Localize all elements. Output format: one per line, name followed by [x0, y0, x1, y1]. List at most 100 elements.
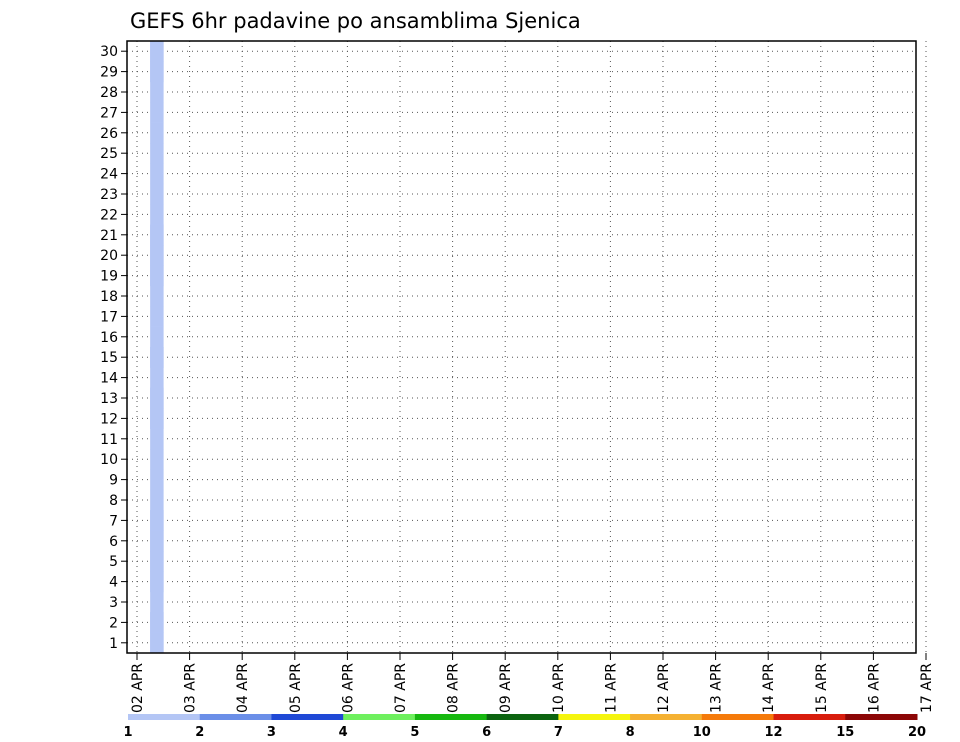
- legend-swatch: [414, 714, 488, 720]
- data-cell: [150, 612, 164, 633]
- y-tick-label: 16: [100, 330, 118, 346]
- x-tick-label: 02 APR: [130, 663, 146, 713]
- legend-label: 12: [764, 725, 782, 740]
- legend-label: 6: [482, 725, 491, 740]
- x-tick-label: 12 APR: [656, 663, 672, 713]
- legend-swatch: [558, 714, 631, 720]
- data-cell: [150, 489, 164, 511]
- data-cell: [150, 326, 164, 348]
- legend-label: 5: [410, 725, 419, 740]
- y-tick-label: 11: [100, 432, 118, 448]
- y-tick-label: 24: [100, 167, 118, 183]
- y-tick-label: 26: [100, 126, 118, 142]
- legend-swatch: [630, 714, 703, 720]
- x-tick-label: 08 APR: [446, 663, 462, 713]
- x-axis-ticks: 02 APR 03 APR 04 APR 05 APR 06 APR 07 APR 08 A…: [130, 653, 935, 713]
- legend-label: 10: [693, 725, 711, 740]
- legend-label: 4: [339, 725, 348, 740]
- legend-swatch: [343, 714, 416, 720]
- grid-lines: [127, 41, 927, 653]
- legend-swatch: [701, 714, 775, 720]
- x-tick-label: 11 APR: [603, 663, 619, 713]
- data-cell: [150, 530, 164, 552]
- data-cell: [150, 632, 164, 654]
- data-cell: [150, 224, 164, 246]
- data-cell: [150, 102, 164, 123]
- y-tick-label: 17: [100, 309, 118, 325]
- data-cell: [150, 306, 164, 327]
- data-cell: [150, 571, 164, 593]
- x-tick-label: 05 APR: [288, 663, 304, 713]
- y-tick-label: 19: [100, 269, 118, 285]
- data-cell: [150, 469, 164, 491]
- legend-swatch: [845, 714, 918, 720]
- x-tick-label: 15 APR: [814, 663, 830, 713]
- data-cell: [150, 285, 164, 307]
- x-tick-label: 17 APR: [919, 663, 935, 713]
- data-cell: [150, 204, 164, 225]
- y-tick-label: 5: [109, 554, 118, 570]
- data-cell: [150, 428, 164, 450]
- y-tick-label: 8: [109, 493, 118, 509]
- y-tick-label: 21: [100, 228, 118, 244]
- data-cell: [150, 387, 164, 409]
- legend-label: 20: [908, 725, 926, 740]
- data-cell: [150, 449, 164, 470]
- legend-label: 15: [836, 725, 854, 740]
- legend-swatch: [128, 714, 201, 720]
- color-legend: 1 2 3 4 5 6 7 8 10 12 15 20: [123, 714, 926, 740]
- data-cell: [150, 183, 164, 205]
- x-tick-label: 06 APR: [340, 663, 356, 713]
- y-tick-label: 22: [100, 207, 118, 223]
- y-tick-label: 23: [100, 187, 118, 203]
- legend-swatch: [271, 714, 344, 720]
- data-cell: [150, 510, 164, 531]
- y-tick-label: 29: [100, 65, 118, 81]
- y-tick-label: 6: [109, 534, 118, 550]
- y-axis-ticks: 1234567891011121314151617181920212223242…: [100, 44, 127, 652]
- y-tick-label: 27: [100, 105, 118, 121]
- data-cell: [150, 61, 164, 83]
- legend-label: 2: [195, 725, 204, 740]
- legend-swatch: [773, 714, 846, 720]
- data-cell: [150, 163, 164, 185]
- y-tick-label: 28: [100, 85, 118, 101]
- y-tick-label: 25: [100, 146, 118, 162]
- data-cell: [150, 143, 164, 164]
- y-tick-label: 13: [100, 391, 118, 407]
- data-cell: [150, 41, 164, 62]
- x-tick-label: 10 APR: [551, 663, 567, 713]
- data-cells: [150, 41, 164, 654]
- x-tick-label: 14 APR: [761, 663, 777, 713]
- legend-swatch: [199, 714, 272, 720]
- y-tick-label: 3: [109, 595, 118, 611]
- y-tick-label: 20: [100, 248, 118, 264]
- data-cell: [150, 265, 164, 287]
- chart-title: GEFS 6hr padavine po ansamblima Sjenica: [130, 9, 581, 33]
- y-tick-label: 2: [109, 615, 118, 631]
- y-tick-label: 7: [109, 513, 118, 529]
- legend-label: 7: [554, 725, 563, 740]
- data-cell: [150, 245, 164, 266]
- x-tick-label: 04 APR: [235, 663, 251, 713]
- data-cell: [150, 591, 164, 613]
- data-cell: [150, 408, 164, 429]
- legend-label: 3: [267, 725, 276, 740]
- data-cell: [150, 551, 164, 572]
- y-tick-label: 14: [100, 371, 118, 387]
- x-tick-label: 09 APR: [498, 663, 514, 713]
- legend-label: 1: [123, 725, 132, 740]
- data-cell: [150, 122, 164, 144]
- plot-frame: [126, 40, 917, 654]
- x-tick-label: 13 APR: [709, 663, 725, 713]
- y-tick-label: 30: [100, 44, 118, 60]
- y-tick-label: 12: [100, 411, 118, 427]
- y-tick-label: 18: [100, 289, 118, 305]
- x-tick-label: 16 APR: [866, 663, 882, 713]
- y-tick-label: 4: [109, 575, 118, 591]
- y-tick-label: 9: [109, 473, 118, 489]
- data-cell: [150, 81, 164, 103]
- data-cell: [150, 347, 164, 368]
- data-cell: [150, 367, 164, 389]
- legend-swatch: [486, 714, 559, 720]
